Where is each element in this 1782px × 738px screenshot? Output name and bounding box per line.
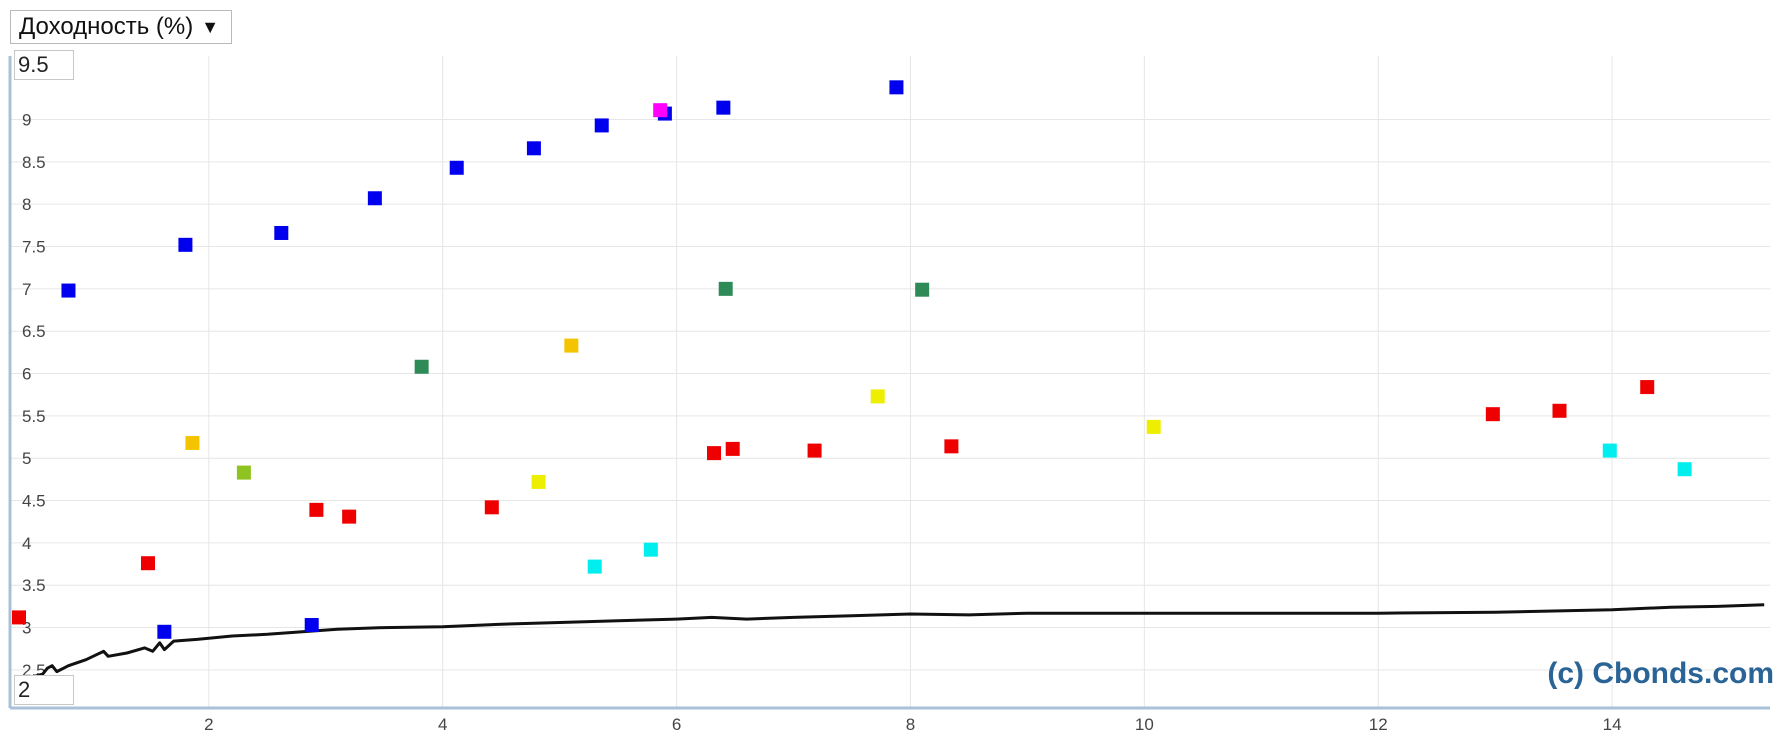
bond-point-magenta: [653, 103, 668, 118]
y-tick-label: 7.5: [22, 238, 46, 257]
bond-point-blue: [526, 141, 541, 156]
x-tick-label: 6: [672, 715, 681, 734]
bond-point-red: [342, 509, 357, 524]
bond-point-lime: [236, 465, 251, 480]
y-axis-max-input[interactable]: [14, 50, 74, 80]
bond-point-green: [414, 359, 429, 374]
bond-point-blue: [178, 237, 193, 252]
x-tick-label: 4: [438, 715, 447, 734]
bond-point-cyan: [587, 559, 602, 574]
bond-point-red: [1485, 407, 1500, 422]
bond-point-red: [807, 443, 822, 458]
bond-point-red: [707, 446, 721, 461]
y-tick-label: 7: [22, 280, 31, 299]
bond-point-cyan: [1677, 462, 1692, 477]
y-tick-label: 9: [22, 111, 31, 130]
bond-point-red: [12, 610, 26, 625]
bond-point-red: [140, 556, 155, 571]
y-tick-label: 6.5: [22, 322, 46, 341]
metric-dropdown-label: Доходность (%): [19, 13, 194, 40]
chevron-down-icon: ▼: [201, 16, 220, 37]
bond-point-red: [1640, 380, 1655, 395]
bond-point-blue: [889, 80, 904, 95]
bond-point-blue: [157, 624, 172, 639]
x-tick-label: 2: [204, 715, 213, 734]
y-tick-label: 5.5: [22, 407, 46, 426]
bond-point-blue: [716, 100, 731, 115]
x-tick-label: 14: [1603, 715, 1622, 734]
bond-point-cyan: [643, 542, 658, 557]
bond-point-gold: [185, 435, 200, 450]
bond-point-yellow: [870, 389, 885, 404]
y-tick-label: 4: [22, 534, 31, 553]
bond-point-blue: [304, 618, 319, 633]
bond-point-green: [915, 282, 930, 297]
y-tick-label: 4.5: [22, 492, 46, 511]
y-tick-label: 5: [22, 449, 31, 468]
x-tick-label: 10: [1135, 715, 1154, 734]
bond-point-yellow: [531, 474, 546, 489]
x-tick-label: 8: [906, 715, 915, 734]
y-axis-min-input[interactable]: [14, 675, 74, 705]
bond-point-gold: [564, 338, 579, 353]
bond-point-red: [944, 439, 959, 454]
bond-point-red: [484, 500, 499, 515]
bond-point-blue: [61, 283, 76, 298]
y-tick-label: 3: [22, 619, 31, 638]
y-tick-label: 8: [22, 195, 31, 214]
bond-point-yellow: [1146, 419, 1161, 434]
metric-dropdown[interactable]: Доходность (%) ▼: [10, 10, 232, 44]
y-tick-label: 8.5: [22, 153, 46, 172]
bond-point-blue: [449, 160, 464, 175]
bond-point-blue: [594, 118, 609, 133]
bond-point-red: [309, 502, 324, 517]
yield-curve-line: [32, 603, 1765, 679]
bond-point-blue: [274, 225, 289, 240]
bond-point-blue: [367, 191, 382, 206]
bond-point-red: [1552, 403, 1567, 418]
y-tick-label: 6: [22, 365, 31, 384]
x-tick-label: 12: [1369, 715, 1388, 734]
bond-point-cyan: [1602, 443, 1617, 458]
watermark-text: (c) Cbonds.com: [1547, 657, 1774, 690]
bond-point-green: [718, 281, 733, 296]
y-tick-label: 3.5: [22, 576, 46, 595]
bond-point-red: [725, 441, 740, 456]
